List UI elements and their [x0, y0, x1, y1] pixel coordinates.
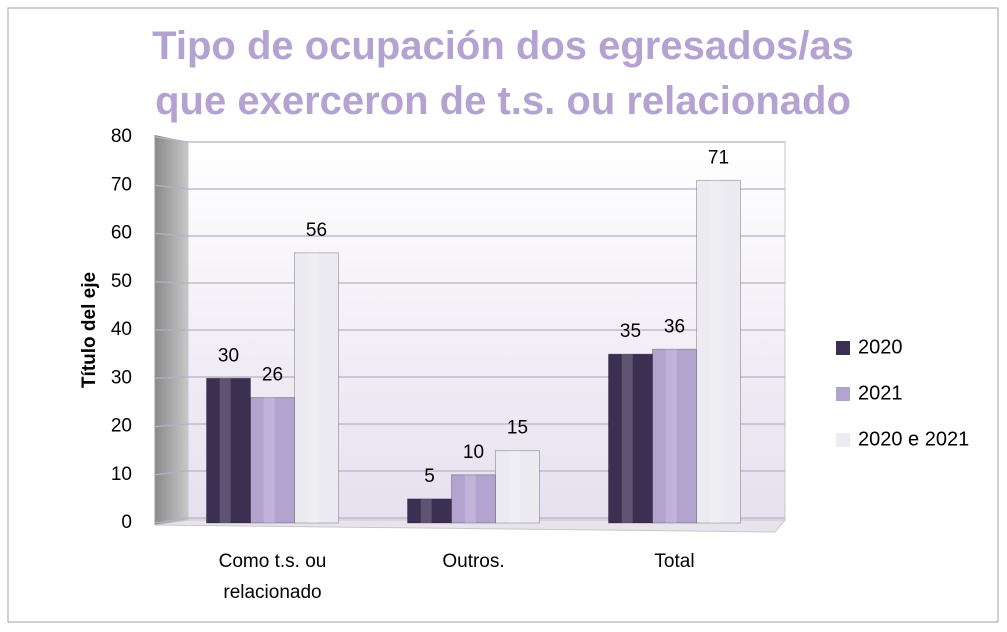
legend-swatch	[836, 387, 850, 401]
bar	[294, 252, 339, 524]
grid-line	[154, 423, 785, 428]
y-tick-label: 30	[111, 367, 132, 388]
grid-line	[154, 136, 785, 143]
data-label: 71	[708, 147, 729, 168]
grid-line	[154, 281, 785, 284]
y-tick-label: 0	[121, 512, 132, 533]
bar-shine	[621, 354, 633, 523]
bar-shine	[219, 378, 231, 523]
x-tick-label: Outros.	[442, 551, 504, 572]
y-tick-label: 80	[111, 126, 132, 147]
data-label: 56	[306, 220, 327, 241]
bar	[451, 474, 496, 524]
data-label: 10	[463, 442, 484, 463]
bar-shine	[464, 474, 476, 523]
data-label: 35	[620, 321, 641, 342]
data-label: 26	[262, 365, 283, 386]
grid-line	[154, 470, 785, 476]
y-tick-label: 60	[111, 223, 132, 244]
bar	[495, 450, 540, 524]
bar-shine	[508, 450, 520, 523]
data-label: 15	[507, 418, 528, 439]
y-tick-label: 10	[111, 464, 132, 485]
legend-swatch	[836, 433, 850, 447]
data-label: 5	[424, 466, 435, 487]
legend-label: 2020 e 2021	[858, 428, 969, 450]
grid-line	[154, 517, 785, 524]
grid-line	[154, 376, 785, 379]
data-label: 30	[218, 345, 239, 366]
bar	[250, 397, 295, 524]
y-tick-label: 50	[111, 271, 132, 292]
x-tick-label: Como t.s. ou relacionado	[219, 551, 327, 603]
legend-label: 2020	[858, 336, 903, 358]
bar	[206, 377, 251, 524]
bar-shine	[420, 498, 432, 523]
bar-shine	[665, 349, 677, 523]
bar	[608, 353, 653, 524]
y-tick-label: 70	[111, 174, 132, 195]
y-tick-label: 40	[111, 319, 132, 340]
y-tick-label: 20	[111, 416, 132, 437]
data-label: 36	[664, 316, 685, 337]
y-axis-title: Título del eje	[79, 272, 100, 388]
grid-line	[154, 184, 785, 190]
bar-shine	[263, 397, 275, 523]
bar	[696, 179, 741, 524]
grid-line	[154, 232, 785, 237]
bar-shine	[307, 252, 319, 524]
x-tick-label: Total	[654, 551, 694, 572]
legend-swatch	[836, 341, 850, 355]
legend-label: 2021	[858, 382, 903, 404]
bar-shine	[709, 180, 721, 524]
chart-title: Tipo de ocupación dos egresados/as que ex…	[152, 24, 854, 123]
